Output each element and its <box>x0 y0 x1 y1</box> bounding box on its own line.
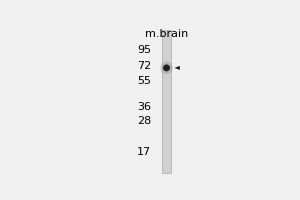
Text: 28: 28 <box>137 116 152 126</box>
Ellipse shape <box>160 62 173 74</box>
Text: m.brain: m.brain <box>145 29 188 39</box>
Text: 72: 72 <box>137 61 152 71</box>
Text: 36: 36 <box>137 102 152 112</box>
Polygon shape <box>175 66 180 70</box>
Ellipse shape <box>163 64 170 71</box>
Text: 17: 17 <box>137 147 152 157</box>
Text: 55: 55 <box>137 76 152 86</box>
Text: 95: 95 <box>137 45 152 55</box>
Bar <box>162 30 171 173</box>
